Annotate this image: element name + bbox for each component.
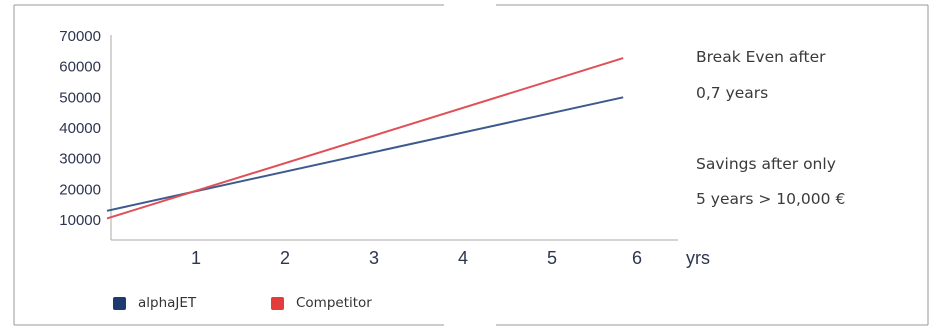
x-tick-label: 2 <box>280 248 290 268</box>
x-tick-label: 6 <box>632 248 642 268</box>
break-even-label: Break Even after <box>696 48 826 66</box>
legend-label-competitor: Competitor <box>296 295 372 311</box>
legend-swatch-alphajet <box>113 296 126 310</box>
y-tick-label: 30000 <box>59 151 101 168</box>
y-tick-label: 70000 <box>59 28 101 45</box>
y-tick-label: 20000 <box>59 181 101 198</box>
savings-value: 5 years > 10,000 € <box>696 190 846 208</box>
legend-label-alphajet: alphaJET <box>138 295 197 311</box>
y-tick-label: 60000 <box>59 59 101 76</box>
series-line-competitor <box>106 57 624 220</box>
y-tick-label: 10000 <box>59 212 101 229</box>
x-axis-unit-label: yrs <box>686 248 710 268</box>
x-tick-label: 1 <box>191 248 201 268</box>
legend-item-competitor: Competitor <box>271 295 372 311</box>
savings-label: Savings after only <box>696 155 836 173</box>
y-tick-label: 40000 <box>59 120 101 137</box>
legend-swatch-competitor <box>271 296 284 310</box>
legend-item-alphajet: alphaJET <box>113 295 196 311</box>
x-tick-label: 4 <box>458 248 468 268</box>
x-tick-label: 3 <box>369 248 379 268</box>
break-even-value: 0,7 years <box>696 84 769 102</box>
x-tick-label: 5 <box>547 248 557 268</box>
y-tick-label: 50000 <box>59 89 101 106</box>
